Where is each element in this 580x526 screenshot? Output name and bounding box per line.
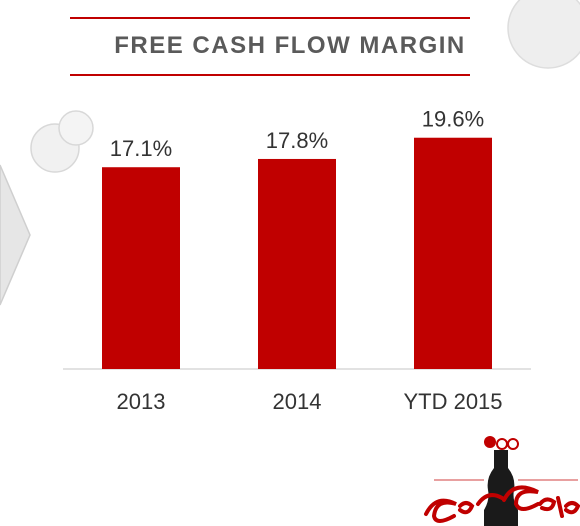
chevron-left-shape xyxy=(0,164,31,306)
title-rule-top xyxy=(70,17,470,19)
bar-0 xyxy=(102,167,180,369)
bar-value-label-2: 19.6% xyxy=(422,107,484,132)
logo-100-dot-2 xyxy=(496,438,508,450)
coca-cola-logo xyxy=(424,436,580,526)
bar-value-label-0: 17.1% xyxy=(110,136,172,161)
category-label-2: YTD 2015 xyxy=(403,389,502,414)
category-label-1: 2014 xyxy=(273,389,322,414)
bar-2 xyxy=(414,137,492,369)
bar-value-label-1: 17.8% xyxy=(266,128,328,153)
bar-1 xyxy=(258,158,336,369)
logo-100-dot-1 xyxy=(484,436,496,448)
bubble-left-small xyxy=(58,110,94,146)
coca-cola-script-mark xyxy=(424,485,580,523)
slide-title: FREE CASH FLOW MARGIN xyxy=(114,32,466,59)
category-label-0: 2013 xyxy=(117,389,166,414)
bottle-icon xyxy=(484,450,518,526)
bubble-top-right xyxy=(507,0,580,69)
title-rule-bottom xyxy=(70,74,470,76)
logo-100-dot-3 xyxy=(507,438,519,450)
